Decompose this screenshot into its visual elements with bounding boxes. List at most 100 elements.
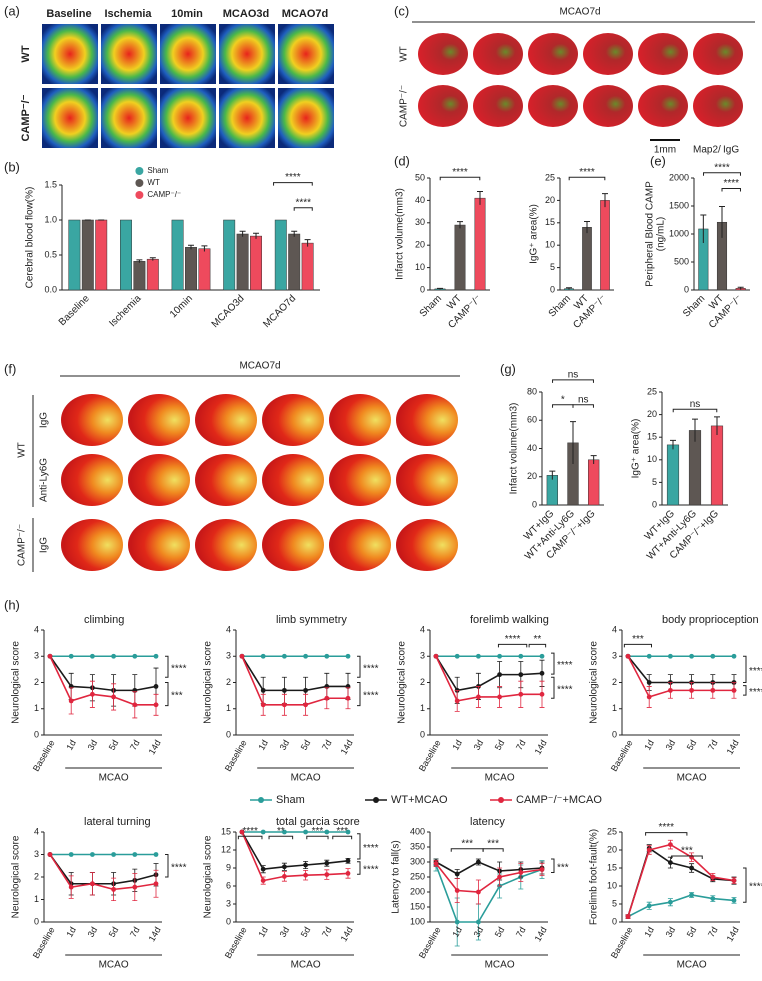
y-axis-label: Neurological score [203, 835, 214, 918]
panel-title: MCAO7d [559, 7, 600, 18]
significance: *** [312, 826, 324, 837]
significance: **** [723, 178, 739, 189]
error-bar [590, 455, 597, 465]
y-tick-label: 0 [34, 916, 39, 926]
x-tick-label: 3d [86, 925, 100, 939]
panel-label: (g) [500, 361, 516, 376]
point [731, 687, 737, 693]
bar [185, 247, 197, 291]
point [282, 687, 287, 693]
point [90, 852, 95, 857]
significance: **** [749, 882, 762, 893]
y-tick-label: 2000 [669, 172, 689, 182]
line [627, 894, 735, 918]
point [668, 842, 673, 847]
point [476, 694, 481, 700]
significance: ns [568, 370, 579, 381]
y-tick-label: 20 [415, 240, 425, 250]
point [646, 680, 652, 685]
legend-label: Sham [147, 166, 168, 175]
bracket [645, 832, 688, 836]
y-tick-label: 0 [226, 916, 231, 926]
significance: **** [557, 660, 573, 671]
brain-slice [195, 519, 257, 571]
x-tick-label: 7d [128, 738, 142, 752]
x-tick-label: 7d [514, 738, 528, 752]
error-bar [570, 421, 576, 465]
x-tick-label: 7d [706, 738, 720, 752]
error-bar [149, 257, 156, 261]
significance: ** [533, 634, 541, 645]
line [435, 861, 543, 875]
brain-slice [128, 519, 190, 571]
group-label: MCAO [291, 960, 321, 971]
bracket [357, 682, 361, 707]
column-label: MCAO3d [223, 8, 269, 20]
y-tick-label: 15 [545, 217, 555, 227]
point [345, 871, 351, 876]
brain-slice [638, 33, 688, 75]
bracket [743, 655, 747, 683]
y-tick-label: 0.5 [44, 249, 57, 259]
significance: *** [632, 634, 644, 645]
y-tick-label: 1 [420, 703, 425, 713]
y-tick-label: 6 [226, 880, 231, 890]
y-tick-label: 4 [612, 624, 617, 634]
point [454, 698, 460, 704]
point [731, 653, 737, 659]
error-bar [239, 230, 246, 237]
point [282, 864, 287, 870]
x-tick-label: 3d [664, 738, 678, 752]
point [111, 694, 116, 700]
brain-slice [396, 454, 458, 506]
brain-slice [528, 33, 578, 75]
significance: ** [277, 826, 285, 837]
bracket [165, 655, 169, 678]
x-tick-label: 1d [64, 738, 78, 752]
point [47, 852, 53, 857]
line [49, 655, 157, 692]
line [435, 863, 543, 893]
point [710, 874, 716, 880]
perfusion-image [219, 88, 275, 148]
point [324, 829, 330, 835]
x-tick-label: 1d [256, 925, 270, 939]
bar [133, 261, 146, 291]
point [518, 691, 524, 697]
y-axis-label: Neurological score [397, 641, 408, 724]
bar [223, 219, 236, 291]
y-tick-label: 10 [415, 262, 425, 272]
brain-slice [583, 33, 633, 75]
error-bar [188, 244, 194, 250]
significance: **** [285, 172, 301, 183]
column-label: Ischemia [104, 8, 152, 20]
error-bar [201, 245, 208, 252]
group-label: MCAO [291, 773, 321, 784]
y-tick-label: 25 [607, 826, 617, 836]
y-axis-label: Forelimb foot-fault(%) [589, 829, 600, 925]
significance: **** [505, 634, 521, 645]
y-tick-label: 20 [527, 471, 537, 481]
group-label: MCAO [485, 960, 515, 971]
y-tick-label: 30 [415, 217, 425, 227]
point [111, 653, 116, 659]
x-tick-label: 1d [450, 738, 464, 752]
panel-label: (h) [4, 597, 20, 612]
brain-slice [195, 454, 257, 506]
significance: *** [487, 838, 499, 849]
point [454, 888, 460, 893]
point [260, 702, 266, 708]
legend-label: WT+MCAO [391, 794, 448, 806]
significance: **** [242, 826, 258, 837]
y-tick-label: 1.5 [44, 179, 57, 189]
significance: **** [363, 663, 379, 674]
bracket [721, 187, 741, 192]
point [625, 914, 631, 919]
bar [198, 248, 211, 291]
y-tick-label: 5 [550, 262, 555, 272]
significance: **** [295, 197, 311, 208]
error-bar [692, 418, 698, 442]
plot-title: forelimb walking [470, 614, 549, 626]
stain-green: IgG [723, 145, 739, 156]
